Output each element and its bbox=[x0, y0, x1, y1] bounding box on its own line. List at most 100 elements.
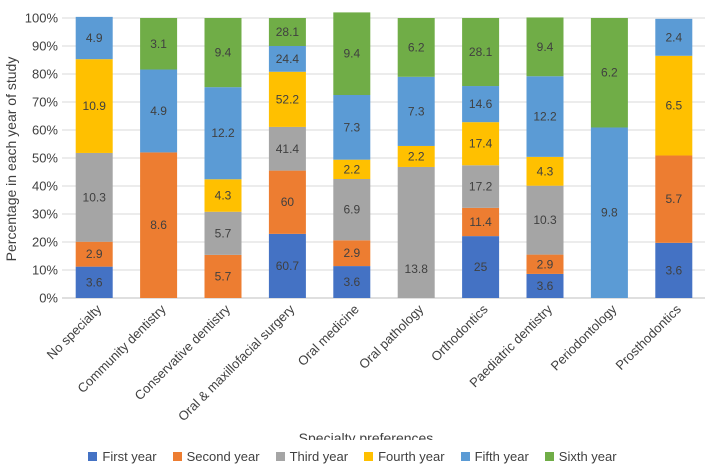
x-tick-label: No specialty bbox=[44, 301, 105, 362]
y-tick-label: 0% bbox=[39, 291, 58, 306]
y-tick-label: 40% bbox=[32, 179, 58, 194]
bar-segment bbox=[462, 18, 500, 87]
bar-segment bbox=[75, 152, 113, 242]
y-axis-ticks: 0% 10% 20% 30% 40% 50% 60% 70% 80% 90% 100% bbox=[25, 11, 59, 306]
data-label: 9.4 bbox=[215, 46, 232, 60]
data-label: 10.3 bbox=[533, 213, 557, 227]
bar-segment bbox=[333, 95, 371, 160]
bar-segment bbox=[462, 236, 500, 298]
bar-segment bbox=[75, 266, 113, 298]
bar-segment bbox=[268, 170, 306, 234]
bar-segment bbox=[268, 233, 306, 298]
bar-segment bbox=[204, 179, 242, 212]
data-label: 8.6 bbox=[150, 218, 167, 232]
x-tick-label: Periodontology bbox=[548, 301, 620, 373]
data-label: 3.6 bbox=[665, 263, 682, 277]
bar-segment bbox=[655, 18, 693, 56]
legend-item: First year bbox=[88, 449, 157, 464]
data-label: 10.3 bbox=[83, 190, 107, 204]
legend-swatch bbox=[88, 451, 98, 461]
legend-swatch bbox=[364, 451, 374, 461]
bar-segment bbox=[140, 152, 178, 298]
data-label: 17.2 bbox=[469, 180, 493, 194]
y-tick-label: 90% bbox=[32, 39, 58, 54]
stacked-bar-chart: 3.6 2.9 10.3 10.9 4.9 8.6 4.9 3.1 5.7 5.7 4.3 12.2 9… bbox=[3, 11, 705, 440]
bar-segment bbox=[140, 18, 178, 70]
bar-segment bbox=[204, 87, 242, 180]
legend-label: Second year bbox=[186, 448, 260, 464]
bar-segment bbox=[590, 18, 628, 128]
x-tick-label: Oral & maxillofacial surgery bbox=[175, 301, 298, 424]
data-label: 5.7 bbox=[665, 192, 682, 206]
bar-segment bbox=[397, 166, 435, 298]
data-label: 9.4 bbox=[537, 40, 554, 54]
bar-segment bbox=[655, 155, 693, 243]
x-tick-label: Oral medicine bbox=[295, 302, 362, 369]
data-label: 9.8 bbox=[601, 206, 618, 220]
y-tick-label: 80% bbox=[32, 67, 58, 82]
data-label: 28.1 bbox=[276, 25, 300, 39]
bar-segment bbox=[268, 126, 306, 171]
bar-segment bbox=[75, 16, 113, 60]
data-label: 17.4 bbox=[469, 137, 493, 151]
x-tick-label: Prosthodontics bbox=[613, 301, 685, 373]
data-label: 6.2 bbox=[601, 66, 618, 80]
legend-item: Second year bbox=[172, 448, 260, 464]
data-label: 28.1 bbox=[469, 45, 493, 59]
legend-label: Third year bbox=[289, 448, 349, 464]
bar-segment bbox=[75, 241, 113, 267]
bar-segment bbox=[397, 145, 435, 167]
data-label: 3.6 bbox=[343, 275, 360, 289]
data-label: 5.7 bbox=[215, 269, 232, 283]
data-label: 60 bbox=[281, 195, 295, 209]
data-label: 2.9 bbox=[537, 257, 554, 271]
chart-legend: First year Second year Third year Fourth ye… bbox=[0, 447, 705, 465]
bar-segment bbox=[140, 69, 178, 153]
data-label: 6.5 bbox=[665, 99, 682, 113]
bar-segment bbox=[526, 185, 564, 255]
data-label: 4.9 bbox=[86, 31, 103, 45]
data-label: 4.3 bbox=[537, 164, 554, 178]
data-label: 2.9 bbox=[86, 247, 103, 261]
data-label: 3.1 bbox=[150, 37, 167, 51]
legend-swatch bbox=[544, 451, 554, 461]
data-label: 6.9 bbox=[343, 203, 360, 217]
data-label: 4.3 bbox=[215, 189, 232, 203]
bar-segment bbox=[526, 273, 564, 298]
y-tick-label: 70% bbox=[32, 95, 58, 110]
y-tick-label: 50% bbox=[32, 151, 58, 166]
bar-segment bbox=[333, 179, 371, 241]
data-label: 41.4 bbox=[276, 142, 300, 156]
bar-segment bbox=[333, 159, 371, 179]
data-label: 60.7 bbox=[276, 259, 300, 273]
bar-segment bbox=[526, 254, 564, 274]
data-label: 12.2 bbox=[533, 110, 557, 124]
bar-segment bbox=[526, 76, 564, 157]
data-label: 2.4 bbox=[665, 30, 682, 44]
bar-segment bbox=[590, 127, 628, 298]
bar-segment bbox=[655, 55, 693, 156]
data-label: 7.3 bbox=[408, 104, 425, 118]
data-label: 11.4 bbox=[469, 215, 492, 229]
legend-label: Sixth year bbox=[558, 448, 617, 464]
y-tick-label: 60% bbox=[32, 123, 58, 138]
legend-item: Third year bbox=[275, 448, 349, 464]
bar-segment bbox=[397, 76, 435, 146]
data-label: 13.8 bbox=[405, 262, 429, 276]
bar-segment bbox=[333, 240, 371, 267]
data-label: 7.3 bbox=[343, 120, 360, 134]
bar-segment bbox=[204, 254, 242, 298]
bar-segment bbox=[526, 17, 564, 77]
bar-stacks: 3.6 2.9 10.3 10.9 4.9 8.6 4.9 3.1 5.7 5.7 4.3 12.2 9… bbox=[75, 12, 693, 298]
bar-segment bbox=[462, 207, 500, 237]
y-axis-title: Percentage in each year of study bbox=[3, 57, 19, 262]
legend-swatch bbox=[275, 451, 285, 461]
x-tick-label: Orthodontics bbox=[428, 301, 491, 364]
bar-segment bbox=[397, 18, 435, 77]
y-tick-label: 30% bbox=[32, 207, 58, 222]
data-label: 3.6 bbox=[537, 279, 554, 293]
bar-segment bbox=[75, 59, 113, 153]
data-label: 14.6 bbox=[469, 97, 493, 111]
bar-segment bbox=[655, 242, 693, 298]
legend-item: Sixth year bbox=[544, 448, 617, 464]
